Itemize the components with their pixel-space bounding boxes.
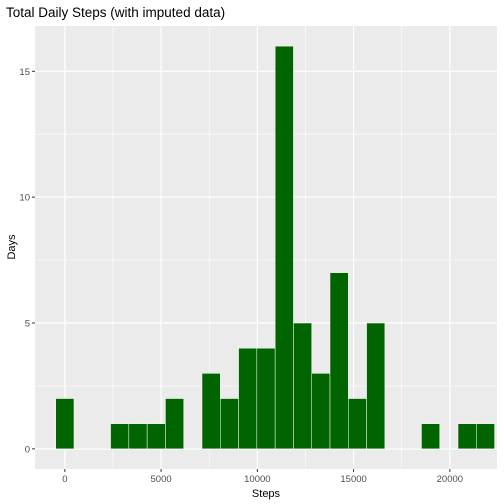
histogram-bar: [201, 373, 221, 450]
histogram-bars: [55, 45, 495, 450]
x-tick-label: 20000: [437, 474, 463, 485]
histogram-bar: [110, 423, 130, 450]
x-tick-label: 0: [62, 474, 67, 485]
y-tick-label: 15: [19, 67, 30, 78]
histogram-bar: [165, 398, 184, 450]
y-tick-label: 5: [25, 319, 30, 330]
histogram-bar: [220, 398, 239, 450]
histogram-bar: [238, 347, 258, 450]
chart-title: Total Daily Steps (with imputed data): [6, 5, 225, 20]
histogram-bar: [457, 423, 477, 450]
histogram-bar: [146, 423, 166, 450]
y-tick-label: 0: [25, 444, 30, 455]
histogram-bar: [402, 448, 422, 450]
x-axis-title: Steps: [252, 488, 281, 500]
x-axis: 0 5000 10000 15000 20000: [62, 469, 463, 485]
histogram-bar: [329, 272, 349, 450]
x-tick-label: 10000: [244, 474, 270, 485]
histogram-bar: [311, 373, 331, 450]
histogram-bar: [183, 448, 203, 450]
histogram-bar: [73, 448, 93, 450]
histogram-bar: [476, 423, 495, 450]
histogram-bar: [128, 423, 148, 450]
histogram-bar: [55, 398, 75, 450]
histogram-bar: [274, 45, 294, 450]
histogram-bar: [439, 448, 459, 450]
x-tick-label: 5000: [151, 474, 172, 485]
y-axis: 0 5 10 15: [19, 67, 35, 455]
histogram-bar: [92, 448, 111, 450]
histogram-bar: [421, 423, 440, 450]
histogram-bar: [348, 398, 367, 450]
histogram-bar: [366, 322, 386, 450]
histogram-bar: [256, 347, 276, 450]
histogram-bar: [293, 322, 312, 450]
histogram-bar: [384, 448, 404, 450]
y-axis-title: Days: [6, 234, 18, 260]
y-tick-label: 10: [19, 193, 30, 204]
x-tick-label: 15000: [340, 474, 366, 485]
